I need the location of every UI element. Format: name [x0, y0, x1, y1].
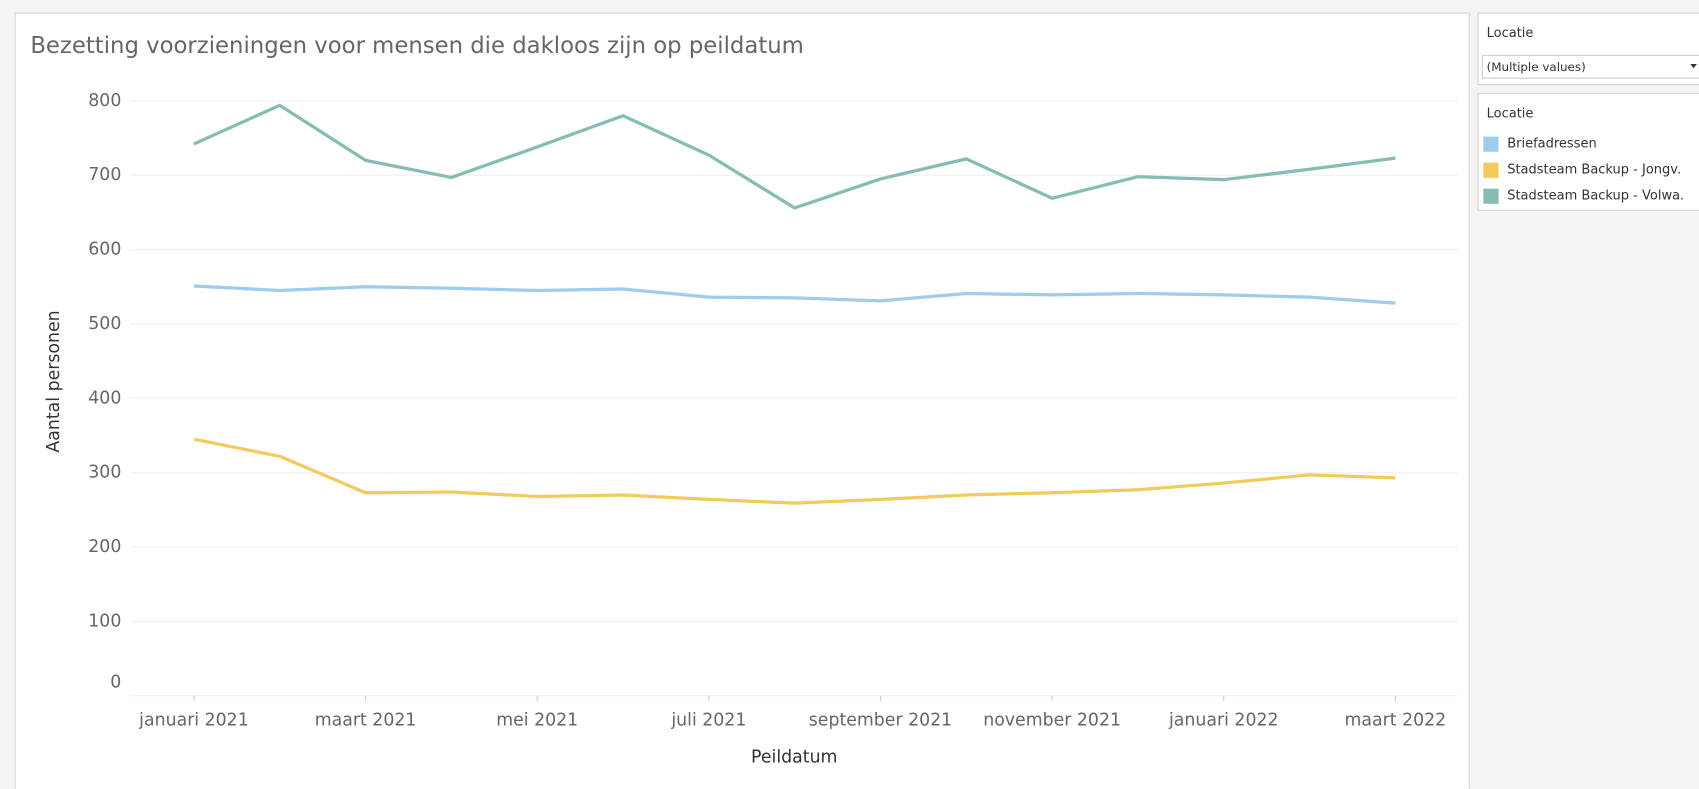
x-tick-label: januari 2022 — [1168, 711, 1279, 731]
y-tick-label: 600 — [88, 240, 121, 260]
dropdown-arrow[interactable] — [1690, 64, 1697, 69]
x-tick-label: november 2021 — [983, 711, 1121, 731]
y-tick-label: 100 — [88, 611, 121, 631]
x-tick-label: maart 2022 — [1345, 711, 1447, 731]
legend-label[interactable]: Briefadressen — [1507, 137, 1597, 152]
x-tick-label: januari 2021 — [138, 711, 249, 731]
x-tick-label: maart 2021 — [315, 711, 417, 731]
y-tick-label: 400 — [88, 388, 121, 408]
x-tick-label: juli 2021 — [670, 711, 746, 731]
legend-swatch[interactable] — [1483, 136, 1499, 152]
filter-value[interactable]: (Multiple values) — [1487, 60, 1586, 74]
filter-title: Locatie — [1487, 26, 1534, 41]
chart-frame — [14, 12, 1470, 789]
y-axis-label: Aantal personen — [44, 310, 64, 452]
legend-swatch[interactable] — [1483, 162, 1499, 178]
x-tick-label: mei 2021 — [496, 711, 578, 731]
y-tick-label: 700 — [88, 165, 121, 185]
y-tick-label: 300 — [88, 463, 121, 483]
legend-swatch[interactable] — [1483, 188, 1499, 204]
x-tick-label: september 2021 — [809, 711, 952, 731]
legend-panel — [1477, 92, 1699, 211]
legend-label[interactable]: Stadsteam Backup - Volwa. — [1507, 189, 1684, 204]
series-line — [193, 437, 1396, 505]
y-tick-label: 500 — [88, 314, 121, 334]
series-line — [193, 103, 1396, 210]
y-tick-label: 800 — [88, 91, 121, 111]
filter-dropdown[interactable] — [1481, 54, 1699, 79]
series-line — [193, 284, 1396, 305]
y-tick-label: 200 — [88, 537, 121, 557]
y-tick-label: 0 — [110, 673, 121, 693]
chart-title: Bezetting voorzieningen voor mensen die … — [30, 33, 803, 59]
legend-label[interactable]: Stadsteam Backup - Jongv. — [1507, 163, 1681, 178]
x-axis-label: Peildatum — [751, 747, 837, 767]
legend-title: Locatie — [1487, 106, 1534, 121]
